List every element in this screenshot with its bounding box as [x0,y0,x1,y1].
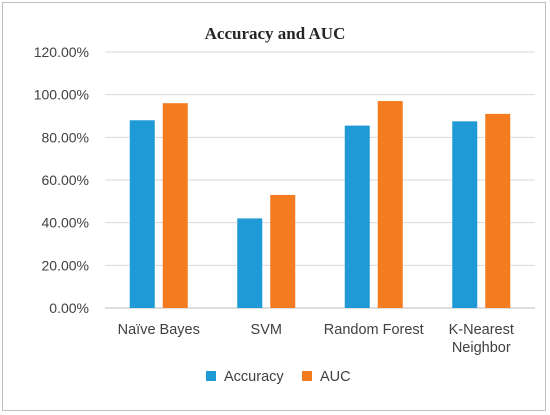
x-axis-categories: Naïve Bayes SVM Random Forest K-Nearest Neig… [118,322,514,356]
y-tick-label: 40.00% [42,215,89,231]
legend-label-auc: AUC [320,369,351,385]
x-category-label: SVM [251,322,282,338]
bars [129,101,511,309]
chart-title: Accuracy and AUC [205,24,346,43]
y-tick-label: 20.00% [42,257,89,273]
y-tick-label: 120.00% [34,44,89,60]
y-tick-label: 0.00% [49,300,89,316]
x-category-label: Random Forest [324,322,424,338]
y-tick-label: 80.00% [42,129,89,145]
y-axis-ticks: 0.00% 20.00% 40.00% 60.00% 80.00% 100.00% 120.… [34,44,89,316]
bar-accuracy [344,125,370,308]
legend-label-accuracy: Accuracy [224,369,284,385]
bar-auc [485,113,511,308]
y-tick-label: 100.00% [34,87,89,103]
legend: Accuracy AUC [206,369,351,385]
bar-accuracy [237,218,263,308]
x-category-label: Naïve Bayes [118,322,200,338]
bar-auc [162,103,188,308]
bar-accuracy [452,121,478,308]
legend-swatch-accuracy [206,371,216,381]
x-category-label: K-Nearest Neighbor [449,322,514,356]
legend-swatch-auc [302,371,312,381]
y-tick-label: 60.00% [42,172,89,188]
bar-accuracy [129,120,155,309]
bar-auc [377,101,403,308]
bar-auc [270,194,296,308]
